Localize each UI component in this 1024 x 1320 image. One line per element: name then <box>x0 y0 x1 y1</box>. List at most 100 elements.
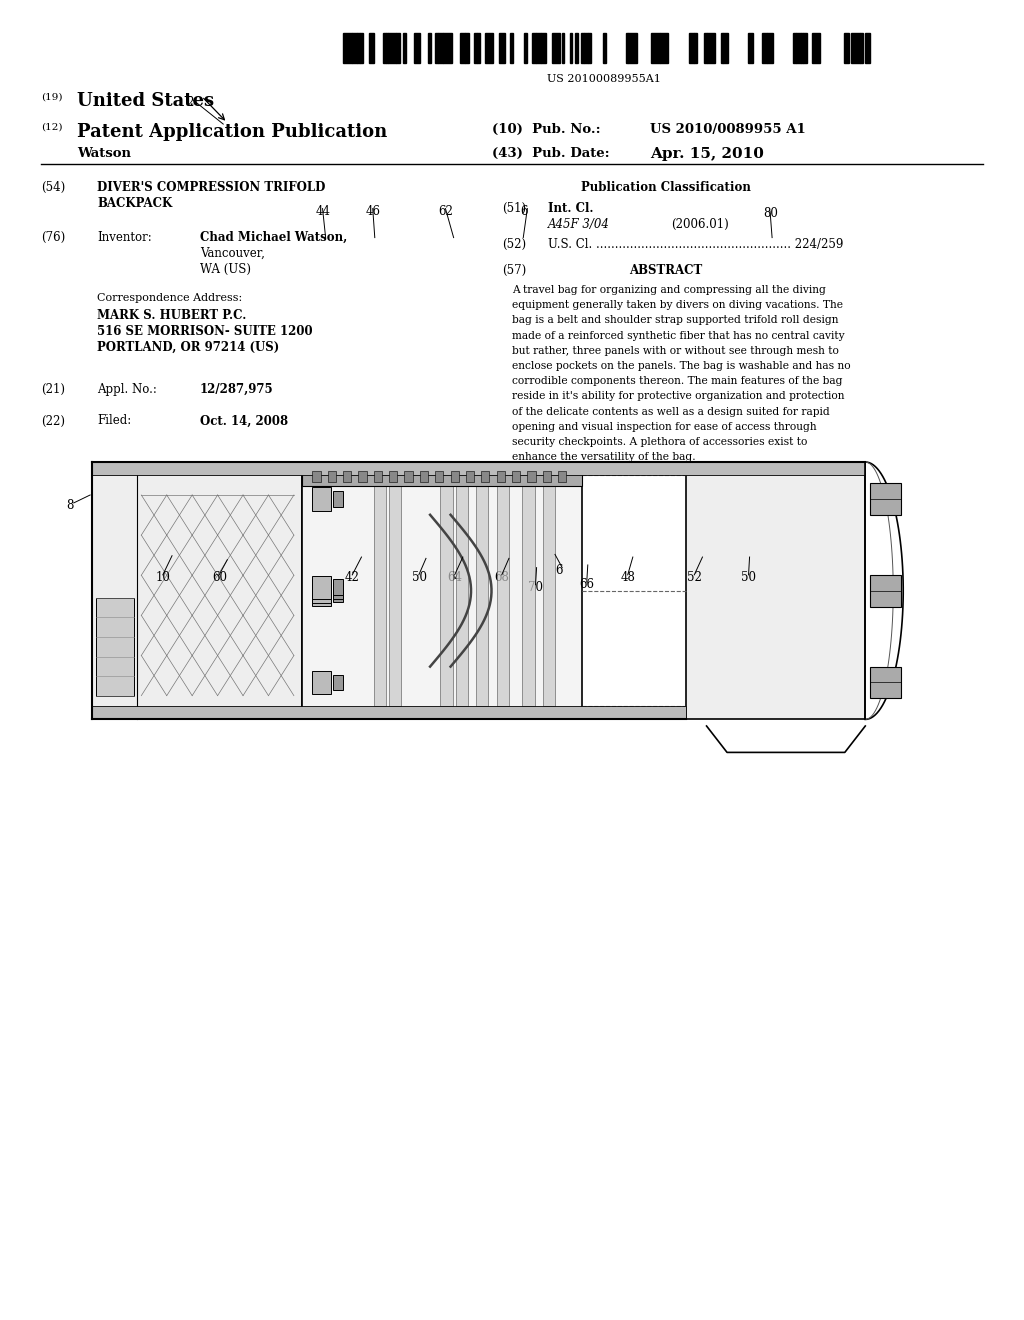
Text: 50: 50 <box>412 572 427 583</box>
Bar <box>851 33 860 63</box>
Bar <box>460 33 466 63</box>
Text: 8: 8 <box>67 499 74 512</box>
Bar <box>541 33 546 63</box>
Bar <box>870 483 901 515</box>
Bar <box>812 33 820 63</box>
Bar <box>574 33 579 63</box>
Text: Filed:: Filed: <box>97 414 131 428</box>
Bar <box>723 33 728 63</box>
Text: (22): (22) <box>41 414 65 428</box>
Bar <box>396 33 399 63</box>
Bar <box>312 487 331 511</box>
Text: U.S. Cl. .................................................... 224/259: U.S. Cl. ...............................… <box>548 238 843 251</box>
Text: (54): (54) <box>41 181 66 194</box>
Bar <box>415 33 420 63</box>
Bar <box>333 579 343 595</box>
Text: security checkpoints. A plethora of accessories exist to: security checkpoints. A plethora of acce… <box>512 437 807 447</box>
Bar <box>569 33 571 63</box>
Bar <box>474 33 477 63</box>
Bar <box>438 33 443 63</box>
Bar <box>404 471 413 482</box>
Bar <box>536 33 541 63</box>
Bar <box>466 471 474 482</box>
Bar <box>703 33 707 63</box>
Bar <box>749 33 754 63</box>
Text: 60: 60 <box>212 572 227 583</box>
Text: PORTLAND, OR 97214 (US): PORTLAND, OR 97214 (US) <box>97 341 280 354</box>
Bar <box>333 675 343 690</box>
Text: (76): (76) <box>41 231 66 244</box>
Bar <box>428 33 431 63</box>
Bar <box>552 33 560 63</box>
Text: Watson: Watson <box>77 147 131 160</box>
Bar <box>360 33 364 63</box>
Bar <box>543 475 555 706</box>
Text: 2: 2 <box>186 96 194 110</box>
Text: made of a reinforced synthetic fiber that has no central cavity: made of a reinforced synthetic fiber tha… <box>512 330 845 341</box>
Bar <box>686 462 865 719</box>
Bar <box>440 475 453 706</box>
Bar <box>802 33 804 63</box>
Bar <box>456 475 468 706</box>
Bar <box>358 471 367 482</box>
Text: Appl. No.:: Appl. No.: <box>97 383 157 396</box>
Text: ABSTRACT: ABSTRACT <box>629 264 702 277</box>
Text: 6: 6 <box>520 205 527 218</box>
Bar <box>497 471 505 482</box>
Text: 64: 64 <box>447 572 463 583</box>
Bar <box>721 33 723 63</box>
Text: Patent Application Publication: Patent Application Publication <box>77 123 387 141</box>
Text: Chad Michael Watson,: Chad Michael Watson, <box>200 231 347 244</box>
Text: DIVER'S COMPRESSION TRIFOLD: DIVER'S COMPRESSION TRIFOLD <box>97 181 326 194</box>
Bar <box>443 33 452 63</box>
Bar <box>343 471 351 482</box>
Text: (43)  Pub. Date:: (43) Pub. Date: <box>492 147 609 160</box>
Text: Correspondence Address:: Correspondence Address: <box>97 293 243 304</box>
Text: Publication Classification: Publication Classification <box>581 181 751 194</box>
Text: enclose pockets on the panels. The bag is washable and has no: enclose pockets on the panels. The bag i… <box>512 360 851 371</box>
Text: equipment generally taken by divers on diving vacations. The: equipment generally taken by divers on d… <box>512 300 843 310</box>
Bar <box>585 33 588 63</box>
Bar <box>558 471 566 482</box>
Bar <box>588 33 591 63</box>
Bar <box>602 33 606 63</box>
Bar <box>689 33 694 63</box>
Text: BACKPACK: BACKPACK <box>97 197 172 210</box>
Bar <box>466 33 469 63</box>
Text: 44: 44 <box>315 205 331 218</box>
Bar <box>389 475 401 706</box>
Bar <box>92 462 865 475</box>
Bar <box>793 33 796 63</box>
Bar <box>510 33 513 63</box>
Bar <box>651 33 659 63</box>
Bar <box>357 33 360 63</box>
Bar <box>435 471 443 482</box>
Bar <box>481 471 489 482</box>
Text: reside in it's ability for protective organization and protection: reside in it's ability for protective or… <box>512 391 845 401</box>
Text: 12/287,975: 12/287,975 <box>200 383 273 396</box>
Bar <box>762 33 767 63</box>
Bar <box>694 33 697 63</box>
Text: (12): (12) <box>41 123 62 132</box>
Bar <box>796 33 802 63</box>
Bar <box>302 462 582 719</box>
Bar <box>302 462 582 486</box>
Text: Oct. 14, 2008: Oct. 14, 2008 <box>200 414 288 428</box>
Text: but rather, three panels with or without see through mesh to: but rather, three panels with or without… <box>512 346 839 356</box>
Text: WA (US): WA (US) <box>200 263 251 276</box>
Bar <box>92 462 302 719</box>
Text: US 20100089955A1: US 20100089955A1 <box>547 74 662 84</box>
Bar <box>767 33 773 63</box>
Bar <box>865 33 870 63</box>
Text: 66: 66 <box>580 578 595 591</box>
Text: (19): (19) <box>41 92 62 102</box>
Text: Apr. 15, 2010: Apr. 15, 2010 <box>650 147 764 161</box>
Text: 42: 42 <box>345 572 360 583</box>
Bar <box>369 33 374 63</box>
Text: 68: 68 <box>495 572 510 583</box>
Bar <box>383 33 386 63</box>
Bar <box>351 33 357 63</box>
Bar <box>92 706 686 719</box>
Bar <box>388 33 396 63</box>
Text: A travel bag for organizing and compressing all the diving: A travel bag for organizing and compress… <box>512 285 826 296</box>
